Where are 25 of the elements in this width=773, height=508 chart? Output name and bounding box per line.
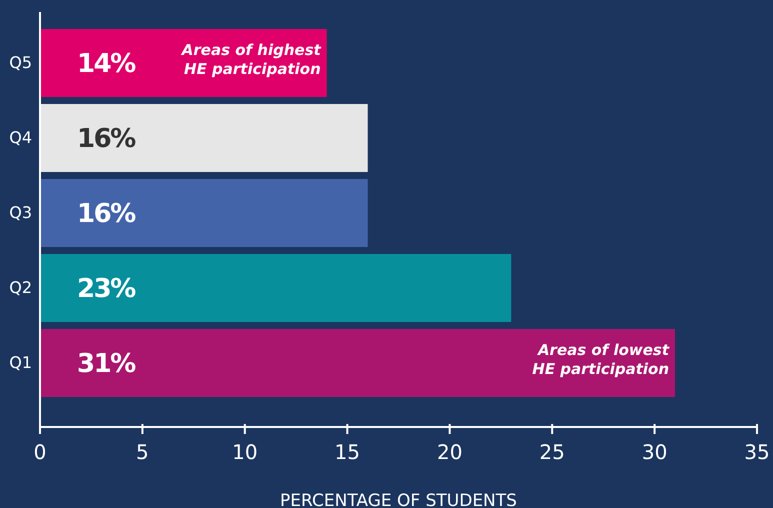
data-label: 23% bbox=[77, 274, 136, 304]
y-tick-label: Q4 bbox=[9, 128, 32, 148]
y-tick-label: Q1 bbox=[9, 353, 32, 372]
y-tick-label: Q3 bbox=[9, 203, 32, 222]
data-label: 14% bbox=[77, 49, 136, 79]
annotation: Areas of highest HE participation bbox=[180, 41, 322, 78]
x-tick-label: 15 bbox=[334, 440, 360, 464]
y-tick-label: Q5 bbox=[9, 53, 32, 72]
bar bbox=[40, 329, 676, 397]
x-tick-label: 35 bbox=[744, 440, 770, 464]
bar bbox=[40, 104, 368, 172]
x-axis-title: PERCENTAGE OF STUDENTS bbox=[280, 491, 517, 508]
data-label: 16% bbox=[77, 199, 136, 229]
data-label: 31% bbox=[77, 349, 136, 379]
bar bbox=[40, 254, 512, 322]
x-tick-label: 10 bbox=[232, 440, 258, 464]
x-tick-label: 5 bbox=[136, 440, 149, 464]
x-tick-label: 25 bbox=[539, 440, 565, 464]
x-tick-label: 30 bbox=[642, 440, 668, 464]
x-tick-label: 20 bbox=[436, 440, 462, 464]
data-label: 16% bbox=[77, 124, 136, 154]
bar bbox=[40, 179, 368, 247]
x-tick-label: 0 bbox=[34, 440, 46, 464]
annotation: Areas of lowest HE participation bbox=[532, 341, 670, 378]
y-tick-label: Q2 bbox=[9, 278, 32, 298]
